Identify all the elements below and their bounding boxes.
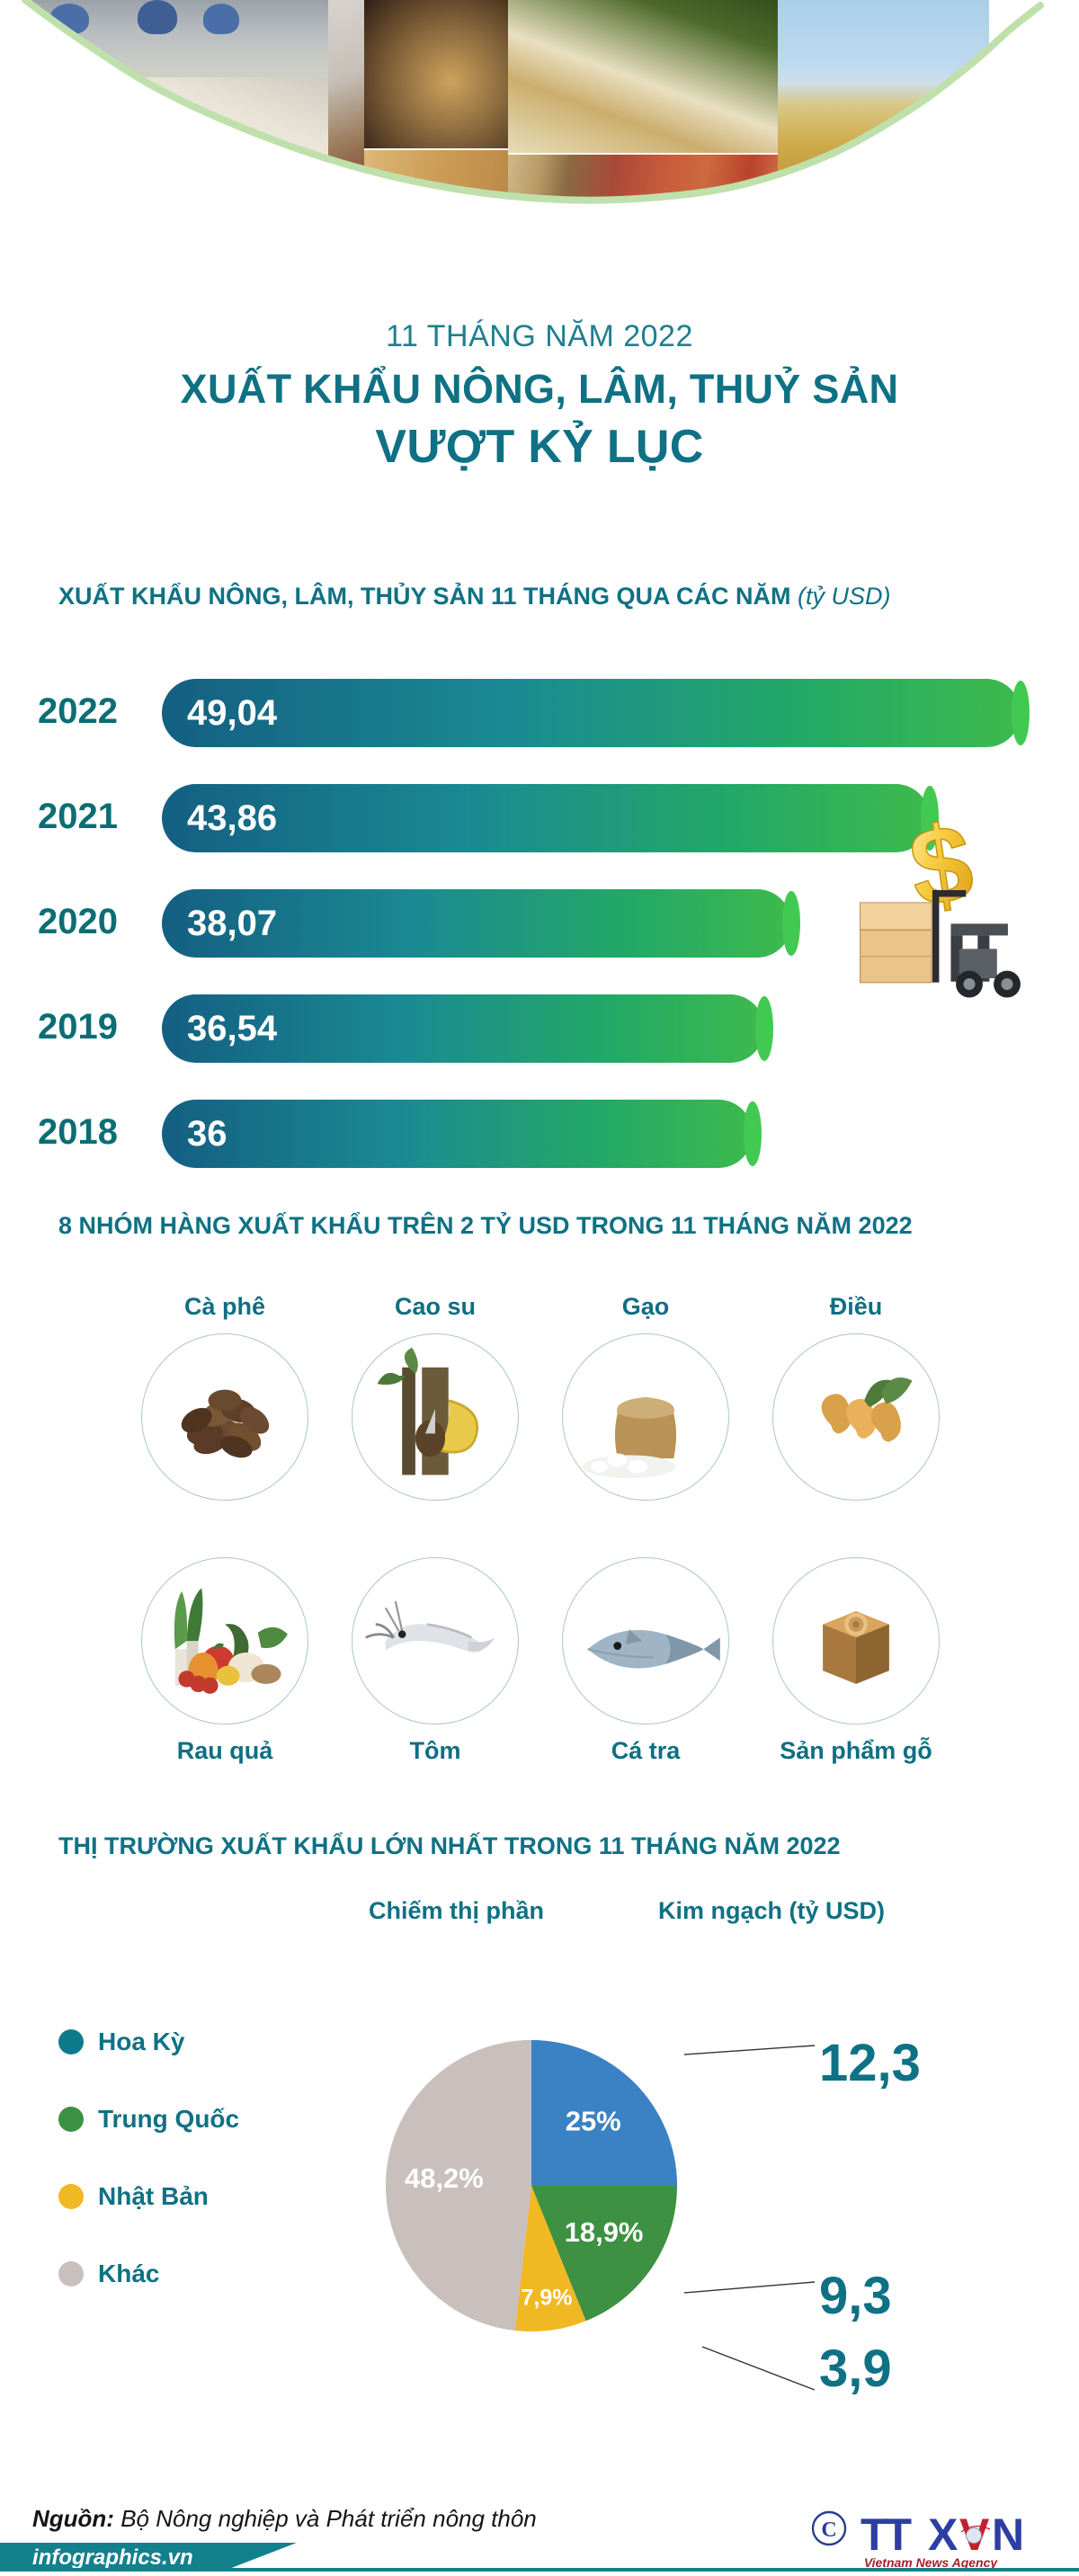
svg-text:C: C [821,2518,836,2542]
svg-text:18,9%: 18,9% [565,2216,644,2248]
svg-text:25%: 25% [566,2106,621,2137]
svg-text:48,2%: 48,2% [405,2162,484,2194]
svg-text:7,9%: 7,9% [521,2286,572,2311]
